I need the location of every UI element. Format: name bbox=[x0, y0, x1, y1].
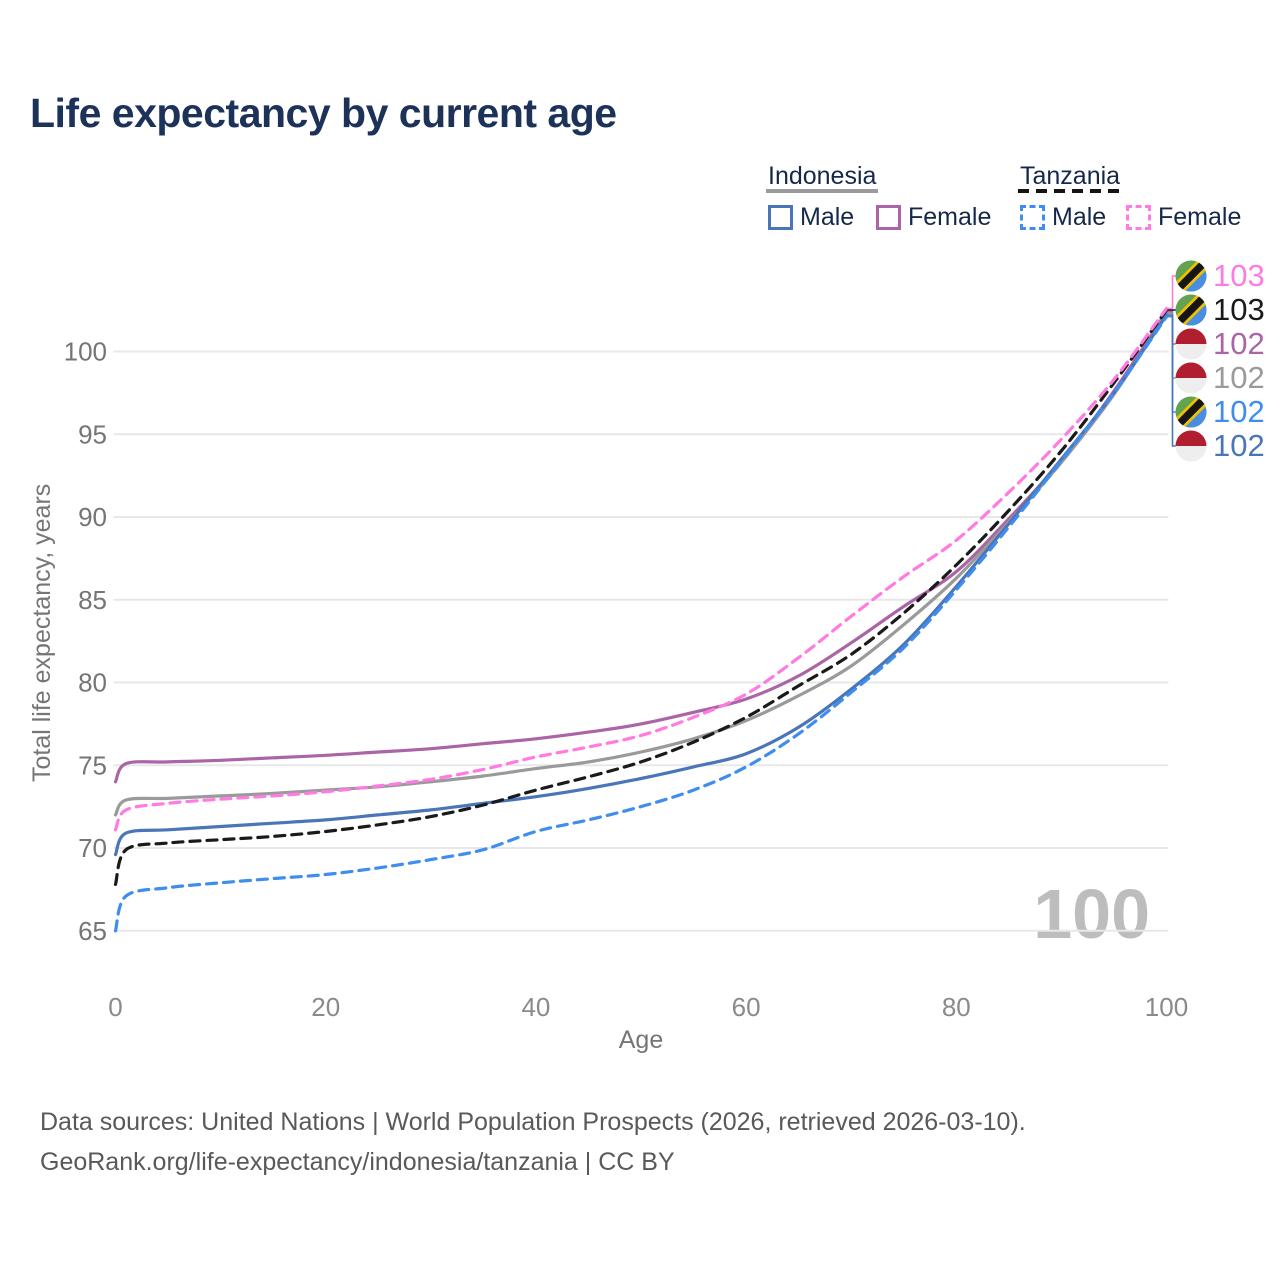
x-tick-label-80: 80 bbox=[942, 992, 971, 1022]
end-label-value-id-male: 102 bbox=[1213, 428, 1265, 463]
series-line-tz-male bbox=[113, 315, 1169, 933]
legend-swatch-tanzania-male[interactable] bbox=[1020, 205, 1045, 230]
y-tick-label-80: 80 bbox=[78, 668, 107, 698]
legend-swatch-indonesia-male[interactable] bbox=[768, 205, 793, 230]
legend-swatch-tanzania-female[interactable] bbox=[1126, 205, 1151, 230]
legend-underline-solid bbox=[766, 189, 878, 193]
end-label-value-tz-male: 102 bbox=[1213, 394, 1265, 429]
y-tick-label-65: 65 bbox=[78, 916, 107, 946]
end-label-value-tz-total: 103 bbox=[1213, 292, 1265, 327]
legend-item-tanzania-male[interactable]: Male bbox=[1020, 203, 1106, 232]
y-tick-label-70: 70 bbox=[78, 833, 107, 863]
footer-data-sources: Data sources: United Nations | World Pop… bbox=[40, 1108, 1026, 1136]
end-label-value-tz-female: 103 bbox=[1213, 258, 1265, 293]
flag-icon-indonesia-top bbox=[1175, 328, 1207, 344]
x-tick-label-0: 0 bbox=[108, 992, 122, 1022]
end-label-leader-tz-female bbox=[1167, 275, 1178, 310]
series-line-id-total bbox=[113, 311, 1169, 817]
y-tick-label-95: 95 bbox=[78, 419, 107, 449]
x-axis-title: Age bbox=[618, 1026, 664, 1054]
x-tick-label-60: 60 bbox=[732, 992, 761, 1022]
legend-label-tanzania-female: Female bbox=[1158, 203, 1242, 231]
age-counter-watermark: 100 bbox=[1033, 875, 1150, 953]
flag-icon-tanzania bbox=[1175, 294, 1207, 326]
x-tick-label-20: 20 bbox=[311, 992, 340, 1022]
page-title: Life expectancy by current age bbox=[30, 90, 617, 136]
legend-group-indonesia: Indonesia bbox=[768, 162, 877, 190]
end-label-value-id-female: 102 bbox=[1213, 326, 1265, 361]
legend-item-indonesia-female[interactable]: Female bbox=[876, 203, 991, 232]
series-line-tz-total bbox=[113, 308, 1169, 886]
x-tick-label-40: 40 bbox=[521, 992, 550, 1022]
y-tick-label-75: 75 bbox=[78, 750, 107, 780]
x-tick-label-100: 100 bbox=[1145, 992, 1188, 1022]
legend-item-indonesia-male[interactable]: Male bbox=[768, 203, 854, 232]
legend-swatch-indonesia-female[interactable] bbox=[876, 205, 901, 230]
flag-icon-tanzania bbox=[1175, 396, 1207, 428]
end-label-leader-id-male bbox=[1167, 314, 1178, 447]
legend-underline-dashed bbox=[1018, 189, 1120, 193]
flag-icon-tanzania bbox=[1175, 260, 1207, 292]
legend-label-indonesia-male: Male bbox=[800, 203, 855, 231]
flag-icon-indonesia-top bbox=[1175, 362, 1207, 378]
flag-icon-indonesia-top bbox=[1175, 430, 1207, 446]
legend-group-tanzania: Tanzania bbox=[1020, 162, 1121, 190]
series-line-tz-female bbox=[113, 306, 1169, 832]
legend-item-tanzania-female[interactable]: Female bbox=[1126, 203, 1241, 232]
series-line-id-male bbox=[113, 313, 1169, 857]
legend-label-tanzania-male: Male bbox=[1052, 203, 1107, 231]
y-tick-label-100: 100 bbox=[64, 337, 107, 367]
end-label-value-id-total: 102 bbox=[1213, 360, 1265, 395]
series-line-id-female bbox=[113, 310, 1169, 784]
legend-label-indonesia-female: Female bbox=[908, 203, 992, 231]
y-tick-label-90: 90 bbox=[78, 502, 107, 532]
y-tick-label-85: 85 bbox=[78, 585, 107, 615]
footer-attribution: GeoRank.org/life-expectancy/indonesia/ta… bbox=[40, 1148, 675, 1176]
